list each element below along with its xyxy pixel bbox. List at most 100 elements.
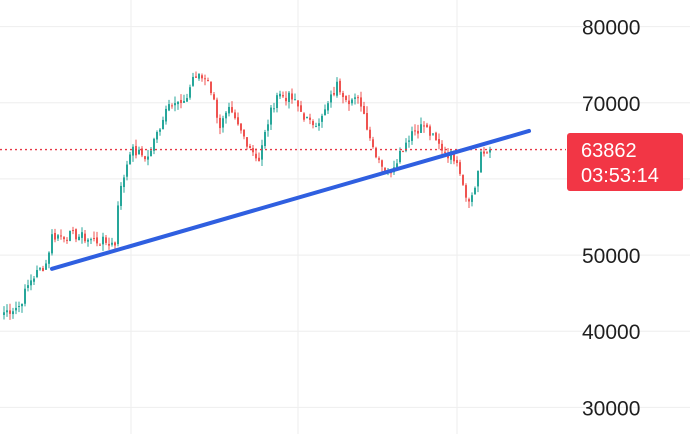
candle-body bbox=[240, 123, 242, 131]
candle-body bbox=[33, 278, 35, 282]
candle-body bbox=[204, 78, 206, 80]
candle-body bbox=[396, 163, 398, 168]
candle-body bbox=[39, 268, 41, 270]
candle-body bbox=[270, 107, 272, 125]
candle-body bbox=[420, 124, 422, 133]
candle-body bbox=[474, 187, 476, 195]
candle-body bbox=[372, 139, 374, 148]
candle-body bbox=[213, 94, 215, 100]
candle-body bbox=[141, 148, 143, 156]
candle-body bbox=[369, 129, 371, 139]
candle-body bbox=[15, 307, 17, 311]
candle-body bbox=[24, 288, 26, 304]
candle-body bbox=[246, 137, 248, 147]
candle-body bbox=[87, 239, 89, 242]
candle-body bbox=[234, 112, 236, 119]
candle-body bbox=[225, 112, 227, 119]
candle-body bbox=[330, 94, 332, 103]
candle-body bbox=[351, 99, 353, 104]
candle-body bbox=[45, 263, 47, 270]
candle-body bbox=[303, 113, 305, 120]
candle-body bbox=[243, 129, 245, 137]
candle-body bbox=[216, 99, 218, 118]
candle-body bbox=[150, 150, 152, 157]
candle-body bbox=[402, 151, 404, 153]
candle-body bbox=[429, 126, 431, 136]
candle-body bbox=[129, 154, 131, 165]
candle-body bbox=[57, 235, 59, 239]
current-price-label: 63862 bbox=[581, 140, 637, 162]
y-tick-label: 80000 bbox=[582, 17, 640, 40]
candle-body bbox=[186, 98, 188, 102]
candle-body bbox=[111, 242, 113, 245]
candle-body bbox=[456, 160, 458, 163]
candle-body bbox=[93, 238, 95, 240]
candle-body bbox=[465, 185, 467, 198]
candle-body bbox=[54, 232, 56, 240]
candle-body bbox=[120, 185, 122, 206]
candle-body bbox=[126, 164, 128, 177]
candle-body bbox=[165, 108, 167, 122]
candle-body bbox=[3, 312, 5, 315]
candle-body bbox=[336, 81, 338, 96]
candle-body bbox=[462, 175, 464, 185]
candle-body bbox=[255, 153, 257, 159]
candle-body bbox=[489, 149, 491, 153]
candle-body bbox=[282, 95, 284, 97]
candle-body bbox=[102, 236, 104, 245]
candle-body bbox=[375, 147, 377, 158]
candle-body bbox=[9, 310, 11, 314]
candle-body bbox=[201, 75, 203, 79]
candle-body bbox=[348, 100, 350, 105]
trendline[interactable] bbox=[50, 128, 531, 271]
candle-body bbox=[84, 233, 86, 242]
current-price-badge: 63862 03:53:14 bbox=[567, 133, 683, 191]
candle-body bbox=[237, 117, 239, 125]
candle-body bbox=[228, 106, 230, 114]
candle-body bbox=[471, 195, 473, 202]
candle-body bbox=[60, 235, 62, 237]
candle-body bbox=[183, 100, 185, 103]
candle-body bbox=[408, 140, 410, 142]
candle-body bbox=[48, 252, 50, 264]
candle-body bbox=[36, 270, 38, 278]
candle-body bbox=[417, 130, 419, 134]
candle-body bbox=[426, 124, 428, 128]
candle-body bbox=[171, 105, 173, 107]
y-tick-label: 70000 bbox=[582, 93, 640, 116]
candle-body bbox=[42, 268, 44, 272]
candle-body bbox=[360, 97, 362, 107]
candle-body bbox=[99, 244, 101, 246]
candle-body bbox=[75, 229, 77, 240]
candle-body bbox=[453, 152, 455, 162]
candle-body bbox=[96, 237, 98, 244]
candle-body bbox=[321, 115, 323, 122]
candle-body bbox=[363, 105, 365, 114]
candle-body bbox=[279, 93, 281, 97]
candle-body bbox=[81, 232, 83, 238]
candle-body bbox=[138, 149, 140, 155]
candle-body bbox=[297, 100, 299, 107]
candle-body bbox=[435, 132, 437, 141]
candle-body bbox=[123, 177, 125, 188]
candle-body bbox=[291, 93, 293, 100]
candle-body bbox=[219, 117, 221, 129]
candle-body bbox=[366, 113, 368, 130]
candle-body bbox=[405, 142, 407, 151]
candle-body bbox=[153, 138, 155, 151]
candle-body bbox=[18, 306, 20, 308]
candle-body bbox=[162, 119, 164, 130]
candle-body bbox=[300, 105, 302, 112]
candle-body bbox=[399, 150, 401, 163]
candle-body bbox=[273, 108, 275, 110]
countdown-label: 03:53:14 bbox=[581, 165, 659, 187]
candle-body bbox=[333, 93, 335, 95]
y-tick-label: 50000 bbox=[582, 245, 640, 268]
candle-body bbox=[249, 146, 251, 149]
candle-body bbox=[12, 311, 14, 315]
candle-body bbox=[258, 157, 260, 162]
candle-body bbox=[159, 129, 161, 132]
y-tick-label: 40000 bbox=[582, 321, 640, 344]
